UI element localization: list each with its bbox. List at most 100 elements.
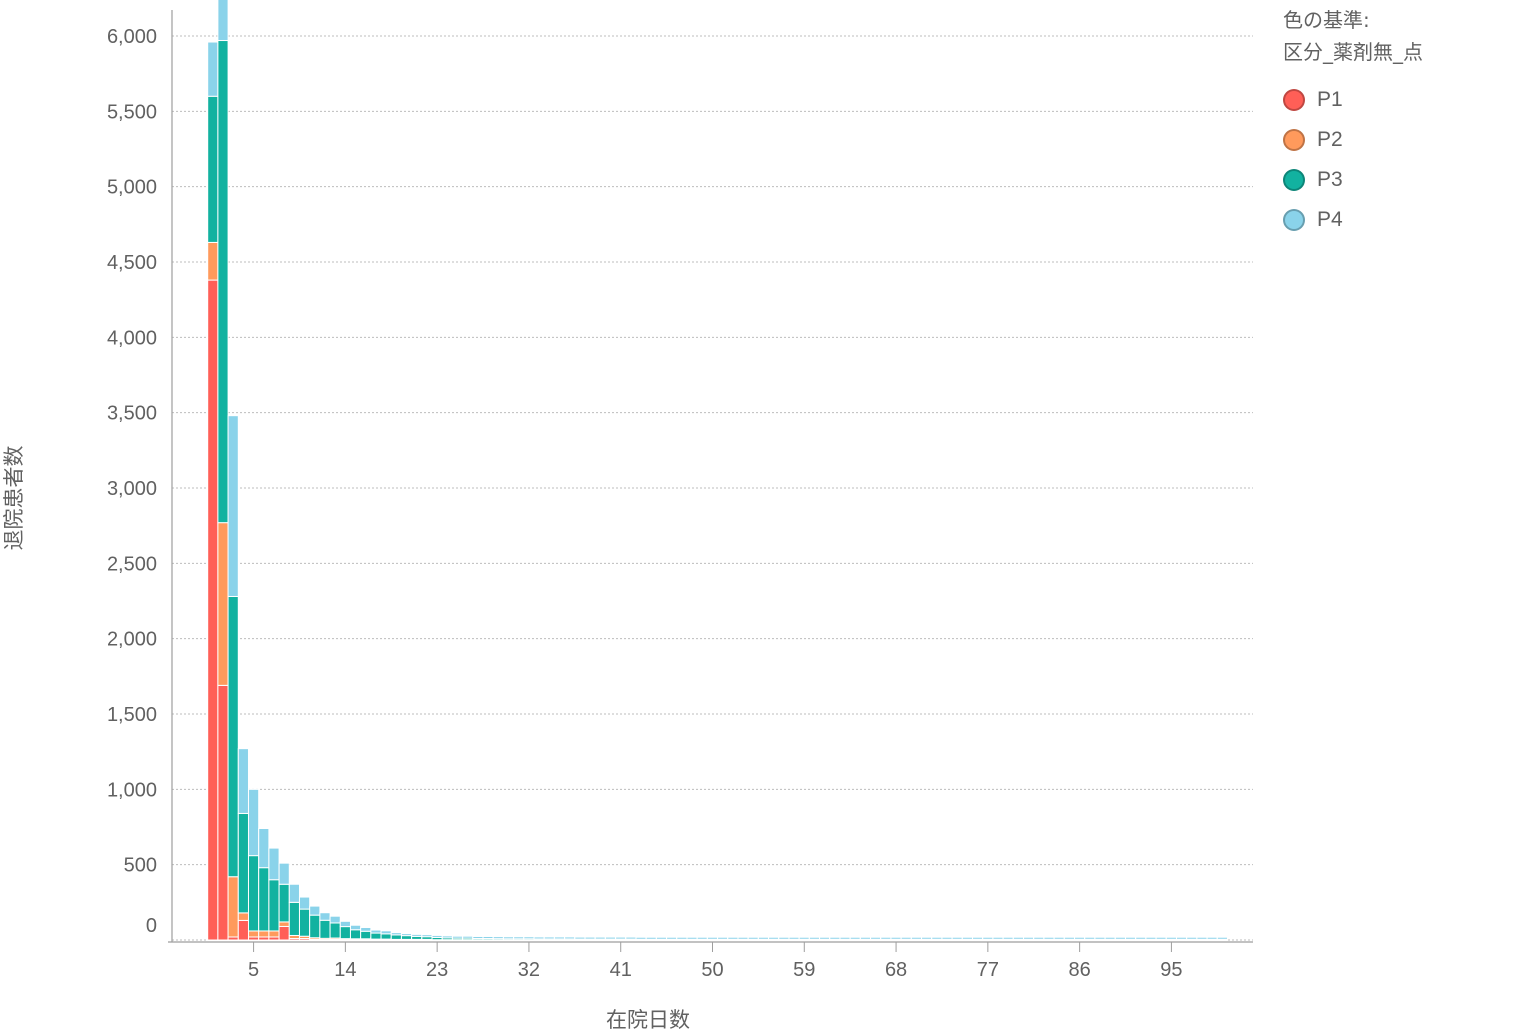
- bar-segment-p4[interactable]: [737, 936, 749, 940]
- bar-segment-p4[interactable]: [768, 936, 780, 940]
- bar-segment-p4[interactable]: [676, 936, 688, 940]
- bar-segment-p3[interactable]: [227, 595, 239, 878]
- bar-segment-p4[interactable]: [441, 935, 453, 939]
- bar-segment-p4[interactable]: [1074, 936, 1086, 940]
- bar-segment-p4[interactable]: [992, 936, 1004, 940]
- bar-segment-p4[interactable]: [849, 936, 861, 940]
- bar-segment-p1[interactable]: [278, 925, 290, 941]
- bar-segment-p4[interactable]: [900, 936, 912, 940]
- bar-segment-p2[interactable]: [227, 876, 239, 938]
- bar-segment-p4[interactable]: [574, 936, 586, 940]
- bar-segment-p4[interactable]: [625, 936, 637, 940]
- bar-segment-p4[interactable]: [309, 905, 321, 916]
- bar-segment-p4[interactable]: [1176, 936, 1188, 940]
- bar-segment-p4[interactable]: [890, 936, 902, 940]
- bar-segment-p3[interactable]: [319, 919, 331, 939]
- bar-segment-p3[interactable]: [217, 40, 229, 524]
- bar-segment-p3[interactable]: [360, 930, 372, 940]
- bar-segment-p4[interactable]: [880, 936, 892, 940]
- bar-segment-p4[interactable]: [594, 936, 606, 940]
- bar-segment-p4[interactable]: [615, 936, 627, 940]
- bar-segment-p4[interactable]: [380, 930, 392, 935]
- bar-segment-p4[interactable]: [370, 929, 382, 934]
- bar-segment-p4[interactable]: [1094, 936, 1106, 940]
- bar-segment-p4[interactable]: [666, 936, 678, 940]
- bar-segment-p4[interactable]: [298, 896, 311, 910]
- bar-segment-p4[interactable]: [1053, 936, 1065, 940]
- bar-segment-p4[interactable]: [829, 936, 841, 940]
- bar-segment-p4[interactable]: [349, 924, 362, 931]
- bar-segment-p4[interactable]: [1125, 936, 1137, 940]
- bar-segment-p3[interactable]: [370, 932, 382, 940]
- bar-segment-p4[interactable]: [543, 936, 555, 940]
- bar-segment-p4[interactable]: [941, 936, 953, 940]
- bar-segment-p4[interactable]: [604, 936, 617, 940]
- bar-segment-p4[interactable]: [747, 936, 759, 940]
- bar-segment-p4[interactable]: [329, 915, 341, 924]
- bar-segment-p3[interactable]: [288, 901, 300, 936]
- bar-segment-p4[interactable]: [1206, 936, 1218, 940]
- bar-segment-p4[interactable]: [451, 935, 464, 939]
- bar-segment-p4[interactable]: [513, 936, 525, 940]
- bar-segment-p4[interactable]: [635, 936, 647, 940]
- bar-segment-p4[interactable]: [972, 936, 984, 940]
- bar-segment-p2[interactable]: [258, 930, 270, 938]
- bar-segment-p4[interactable]: [1084, 936, 1096, 940]
- bar-segment-p4[interactable]: [207, 41, 219, 97]
- bar-segment-p4[interactable]: [390, 932, 402, 936]
- bar-segment-p3[interactable]: [400, 935, 413, 940]
- bar-segment-p4[interactable]: [462, 935, 474, 939]
- bar-segment-p4[interactable]: [921, 936, 933, 940]
- bar-segment-p4[interactable]: [717, 936, 729, 940]
- bar-segment-p4[interactable]: [339, 920, 351, 928]
- bar-segment-p4[interactable]: [788, 936, 800, 940]
- bar-segment-p3[interactable]: [207, 95, 219, 243]
- bar-segment-p4[interactable]: [564, 936, 576, 940]
- bar-segment-p4[interactable]: [431, 934, 443, 938]
- bar-segment-p4[interactable]: [686, 936, 698, 940]
- bar-segment-p4[interactable]: [808, 936, 821, 940]
- bar-segment-p4[interactable]: [227, 415, 239, 597]
- bar-segment-p4[interactable]: [533, 936, 545, 940]
- bar-segment-p3[interactable]: [390, 934, 402, 940]
- bar-segment-p3[interactable]: [339, 926, 351, 940]
- bar-segment-p4[interactable]: [645, 936, 657, 940]
- bar-segment-p4[interactable]: [1114, 936, 1127, 940]
- bar-segment-p4[interactable]: [1104, 936, 1116, 940]
- bar-segment-p4[interactable]: [819, 936, 831, 940]
- bar-segment-p4[interactable]: [1216, 936, 1229, 940]
- bar-segment-p2[interactable]: [217, 522, 229, 686]
- bar-segment-p2[interactable]: [278, 921, 290, 927]
- bar-segment-p3[interactable]: [247, 855, 260, 932]
- bar-segment-p4[interactable]: [411, 933, 423, 937]
- bar-segment-p4[interactable]: [655, 936, 668, 940]
- bar-segment-p3[interactable]: [349, 929, 362, 940]
- bar-segment-p1[interactable]: [207, 279, 219, 941]
- bar-segment-p2[interactable]: [268, 930, 280, 938]
- bar-segment-p4[interactable]: [472, 935, 484, 939]
- bar-segment-p4[interactable]: [217, 0, 229, 42]
- bar-segment-p3[interactable]: [237, 812, 249, 914]
- bar-segment-p4[interactable]: [839, 936, 851, 940]
- bar-segment-p4[interactable]: [1165, 936, 1178, 940]
- bar-segment-p1[interactable]: [237, 919, 249, 941]
- bar-segment-p2[interactable]: [247, 930, 260, 938]
- bar-segment-p4[interactable]: [1043, 936, 1055, 940]
- bar-segment-p4[interactable]: [400, 933, 413, 937]
- bar-segment-p2[interactable]: [237, 912, 249, 921]
- legend-item-p1[interactable]: P1: [1283, 80, 1518, 120]
- bar-segment-p4[interactable]: [727, 936, 739, 940]
- bar-segment-p4[interactable]: [1145, 936, 1157, 940]
- bar-segment-p4[interactable]: [278, 862, 290, 885]
- bar-segment-p4[interactable]: [237, 748, 249, 814]
- bar-segment-p4[interactable]: [502, 936, 515, 940]
- bar-segment-p4[interactable]: [247, 788, 260, 857]
- legend-item-p4[interactable]: P4: [1283, 200, 1518, 240]
- bar-segment-p4[interactable]: [706, 936, 719, 940]
- bar-segment-p4[interactable]: [696, 936, 708, 940]
- bar-segment-p4[interactable]: [798, 936, 810, 940]
- bar-segment-p3[interactable]: [268, 879, 280, 932]
- bar-segment-p4[interactable]: [1186, 936, 1198, 940]
- bar-segment-p4[interactable]: [982, 936, 994, 940]
- bar-segment-p4[interactable]: [778, 936, 790, 940]
